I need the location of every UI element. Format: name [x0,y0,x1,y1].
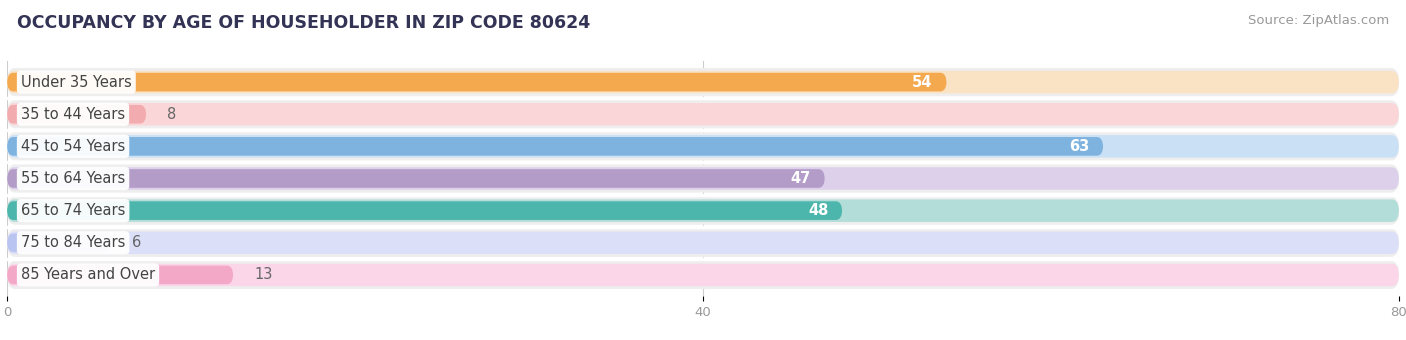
FancyBboxPatch shape [7,228,1399,257]
Text: 13: 13 [254,268,273,283]
FancyBboxPatch shape [7,264,1399,286]
FancyBboxPatch shape [7,100,1399,129]
FancyBboxPatch shape [7,68,1399,96]
FancyBboxPatch shape [7,232,1399,254]
FancyBboxPatch shape [7,105,146,123]
FancyBboxPatch shape [7,197,1399,225]
Text: 65 to 74 Years: 65 to 74 Years [21,203,125,218]
FancyBboxPatch shape [7,234,111,252]
Text: 54: 54 [912,74,932,89]
FancyBboxPatch shape [7,103,1399,125]
Text: 47: 47 [790,171,811,186]
Text: Source: ZipAtlas.com: Source: ZipAtlas.com [1249,14,1389,27]
FancyBboxPatch shape [7,261,1399,289]
Text: 55 to 64 Years: 55 to 64 Years [21,171,125,186]
FancyBboxPatch shape [7,132,1399,160]
FancyBboxPatch shape [7,164,1399,193]
FancyBboxPatch shape [7,137,1104,156]
Text: 8: 8 [167,107,176,122]
Text: 6: 6 [132,235,142,250]
FancyBboxPatch shape [7,201,842,220]
Text: 35 to 44 Years: 35 to 44 Years [21,107,125,122]
Text: OCCUPANCY BY AGE OF HOUSEHOLDER IN ZIP CODE 80624: OCCUPANCY BY AGE OF HOUSEHOLDER IN ZIP C… [17,14,591,32]
FancyBboxPatch shape [7,169,825,188]
FancyBboxPatch shape [7,135,1399,158]
FancyBboxPatch shape [7,71,1399,94]
FancyBboxPatch shape [7,266,233,284]
FancyBboxPatch shape [7,199,1399,222]
FancyBboxPatch shape [7,167,1399,190]
Text: 45 to 54 Years: 45 to 54 Years [21,139,125,154]
Text: Under 35 Years: Under 35 Years [21,74,132,89]
FancyBboxPatch shape [7,73,946,91]
Text: 75 to 84 Years: 75 to 84 Years [21,235,125,250]
Text: 85 Years and Over: 85 Years and Over [21,268,155,283]
Text: 63: 63 [1069,139,1090,154]
Text: 48: 48 [808,203,828,218]
